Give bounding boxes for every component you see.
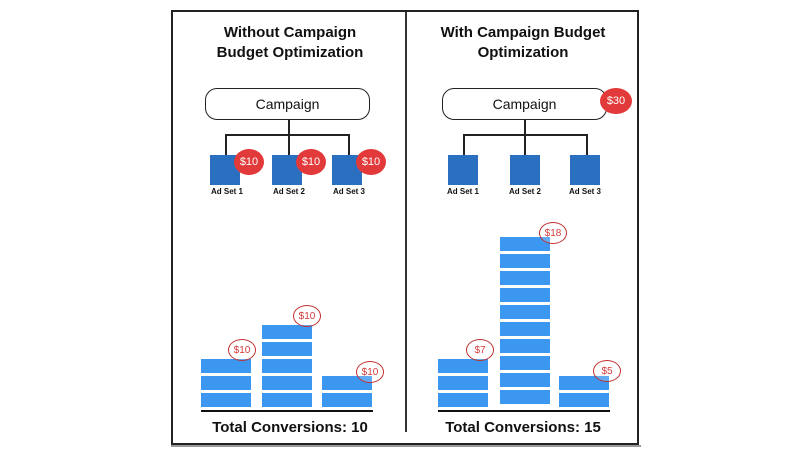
title-line-2: Budget Optimization — [216, 44, 364, 61]
tree-line — [524, 134, 526, 156]
budget-badge: $10 — [296, 149, 326, 175]
ad-set-label: Ad Set 1 — [210, 187, 243, 196]
spend-label: $10 — [228, 339, 256, 361]
ad-set-label: Ad Set 2 — [508, 187, 541, 196]
baseline — [438, 410, 610, 412]
budget-badge: $10 — [356, 149, 386, 175]
conversion-bar-1 — [438, 359, 488, 407]
campaign-budget-badge: $30 — [600, 88, 632, 114]
spend-label: $5 — [593, 360, 621, 382]
budget-badge: $10 — [234, 149, 264, 175]
frame-shadow — [171, 445, 641, 447]
tree-line — [524, 120, 526, 135]
panel-title: Without Campaign Budget Optimization — [180, 23, 400, 63]
ad-set-1-box — [448, 155, 478, 185]
panel-title: With Campaign Budget Optimization — [413, 23, 633, 63]
tree-line — [586, 134, 588, 156]
spend-label: $18 — [539, 222, 567, 244]
spend-label: $7 — [466, 339, 494, 361]
conversion-bar-2 — [500, 237, 550, 407]
ad-set-3-box — [570, 155, 600, 185]
tree-line — [225, 134, 349, 136]
tree-line — [225, 134, 227, 156]
tree-line — [348, 134, 350, 156]
tree-line — [288, 134, 290, 156]
ad-set-label: Ad Set 3 — [332, 187, 365, 196]
conversion-bar-1 — [201, 359, 251, 407]
campaign-box: Campaign — [205, 88, 370, 120]
panel-divider — [405, 12, 407, 432]
ad-set-2-box — [510, 155, 540, 185]
title-line-1: Without Campaign — [223, 24, 357, 41]
campaign-box: Campaign — [442, 88, 607, 120]
title-line-2: Optimization — [477, 44, 569, 61]
baseline — [201, 410, 373, 412]
spend-label: $10 — [356, 361, 384, 383]
conversion-bar-2 — [262, 325, 312, 407]
total-conversions: Total Conversions: 15 — [445, 419, 601, 436]
title-line-1: With Campaign Budget — [440, 24, 606, 41]
ad-set-label: Ad Set 3 — [568, 187, 601, 196]
conversion-bar-3 — [559, 376, 609, 407]
spend-label: $10 — [293, 305, 321, 327]
diagram-frame — [171, 10, 639, 445]
ad-set-label: Ad Set 2 — [272, 187, 305, 196]
tree-line — [288, 120, 290, 135]
ad-set-label: Ad Set 1 — [446, 187, 479, 196]
total-conversions: Total Conversions: 10 — [212, 419, 368, 436]
tree-line — [463, 134, 465, 156]
